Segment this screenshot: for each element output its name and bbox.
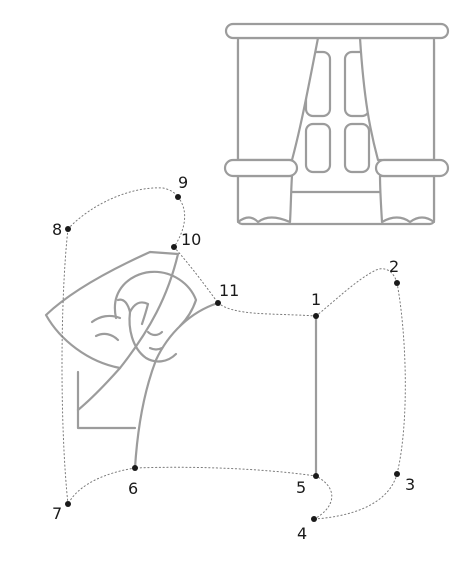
child-hair [113, 270, 198, 328]
dotted-line-11-1 [217, 302, 317, 317]
hair-strand-2 [94, 332, 120, 342]
pillow [44, 250, 180, 370]
dot-label-7: 7 [52, 504, 62, 523]
right-curtain [358, 36, 436, 162]
dotted-line-1-2 [315, 268, 398, 317]
dotted-line-2-3 [396, 282, 406, 475]
window-pane [304, 122, 332, 174]
curtain-rod [224, 22, 450, 40]
numbered-dots: 1 2 3 4 5 6 7 8 9 10 11 [52, 173, 415, 543]
dot-point-7 [65, 501, 71, 507]
dotted-line-10-11 [173, 246, 219, 304]
left-curtain-bottom [236, 174, 294, 224]
dot-label-2: 2 [389, 257, 399, 276]
window-illustration [223, 22, 450, 226]
left-curtain-tieback [223, 158, 299, 178]
dot-label-5: 5 [296, 478, 306, 497]
dot-point-3 [394, 471, 400, 477]
dot-label-10: 10 [181, 230, 201, 249]
dotted-line-5-6 [134, 466, 317, 477]
closed-eye [146, 330, 164, 337]
child-bangs [116, 298, 150, 326]
dotted-line-7-8 [61, 228, 69, 505]
pillow-fold [76, 370, 137, 430]
dot-point-11 [215, 300, 221, 306]
dot-label-6: 6 [128, 479, 138, 498]
blanket-edge [133, 301, 220, 470]
dot-label-4: 4 [297, 524, 307, 543]
dot-point-6 [132, 465, 138, 471]
dotted-line-9-10 [173, 196, 186, 248]
dot-point-1 [313, 313, 319, 319]
child-face [128, 310, 178, 363]
dot-label-9: 9 [178, 173, 188, 192]
dot-point-8 [65, 226, 71, 232]
pillow-fold-curve [76, 366, 122, 412]
dotted-line-4-5 [313, 475, 333, 520]
dot-label-8: 8 [52, 220, 62, 239]
dotted-line-8-9 [67, 187, 179, 230]
window-pane [343, 122, 371, 174]
dot-point-10 [171, 244, 177, 250]
dot-label-1: 1 [311, 290, 321, 309]
child-mouth [148, 346, 164, 351]
dot-point-2 [394, 280, 400, 286]
dot-point-5 [313, 473, 319, 479]
dotted-guide-lines [61, 187, 406, 520]
dot-point-9 [175, 194, 181, 200]
right-curtain-bottom [378, 174, 436, 224]
dot-label-11: 11 [219, 281, 239, 300]
sleeping-child-illustration [44, 250, 318, 478]
hair-strand [90, 314, 122, 324]
dot-point-4 [311, 516, 317, 522]
dot-label-3: 3 [405, 475, 415, 494]
right-curtain-tieback [374, 158, 450, 178]
dotted-line-6-7 [67, 467, 136, 505]
dotted-line-3-4 [313, 473, 398, 520]
